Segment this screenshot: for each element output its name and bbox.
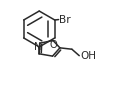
Text: OH: OH [80,51,96,61]
Text: O: O [49,40,57,50]
Text: Br: Br [59,15,71,25]
Text: N: N [34,42,41,52]
